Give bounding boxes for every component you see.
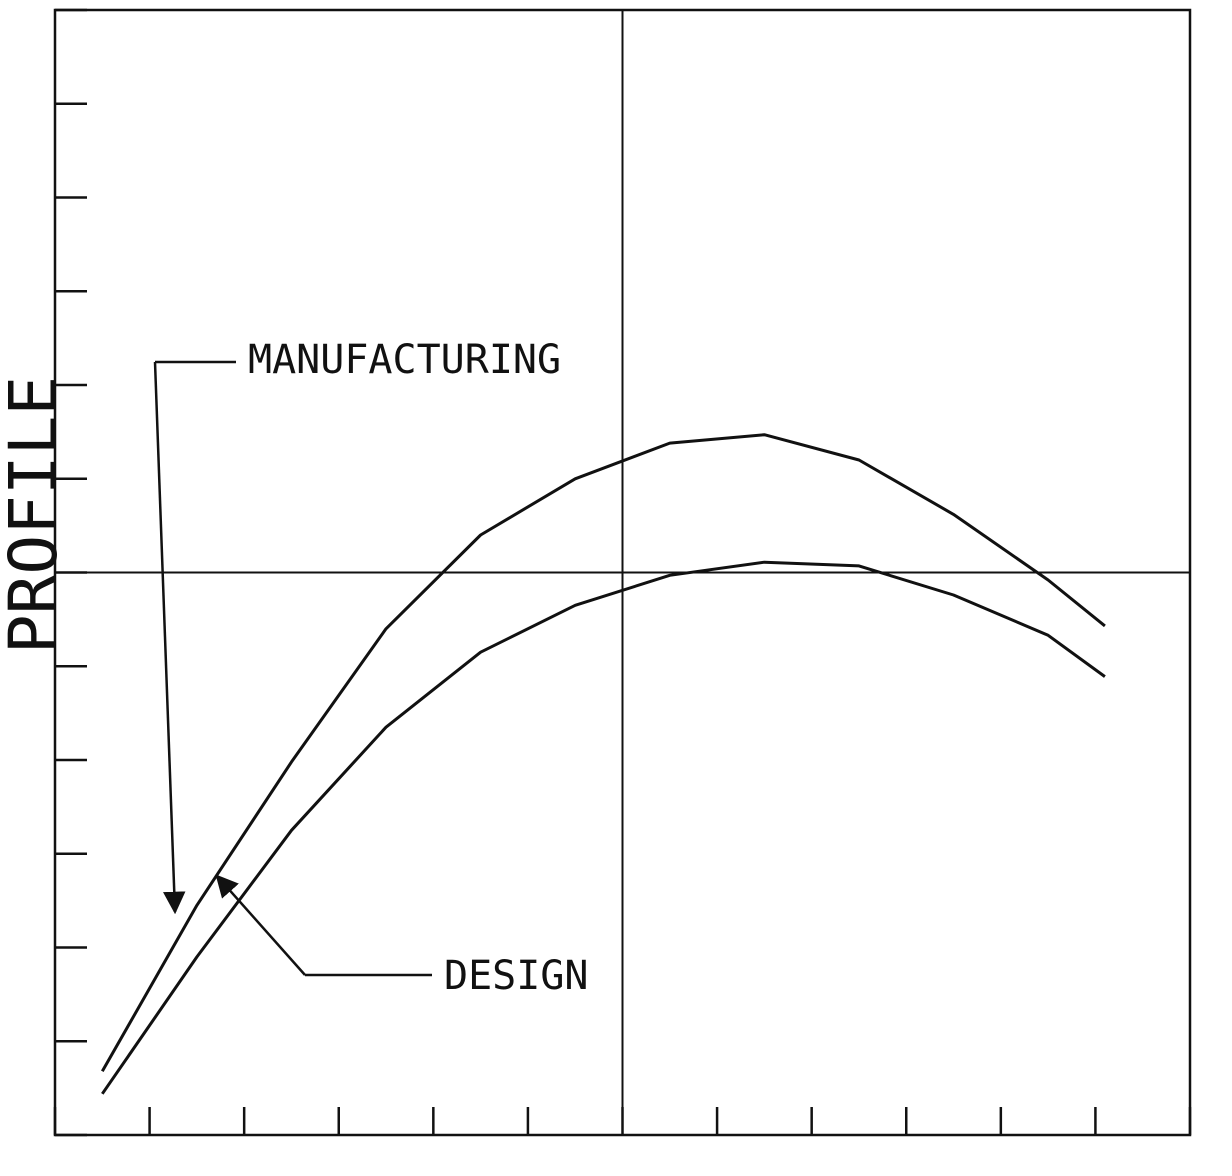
line-series <box>101 560 1106 1095</box>
annotation-label: DESIGN <box>444 953 589 999</box>
annotation-arrow <box>215 874 306 976</box>
annotation-arrow <box>153 361 186 915</box>
annotation-label: MANUFACTURING <box>248 337 561 383</box>
y-axis-label: PROFILE <box>0 376 72 654</box>
line-series <box>100 433 1106 1073</box>
